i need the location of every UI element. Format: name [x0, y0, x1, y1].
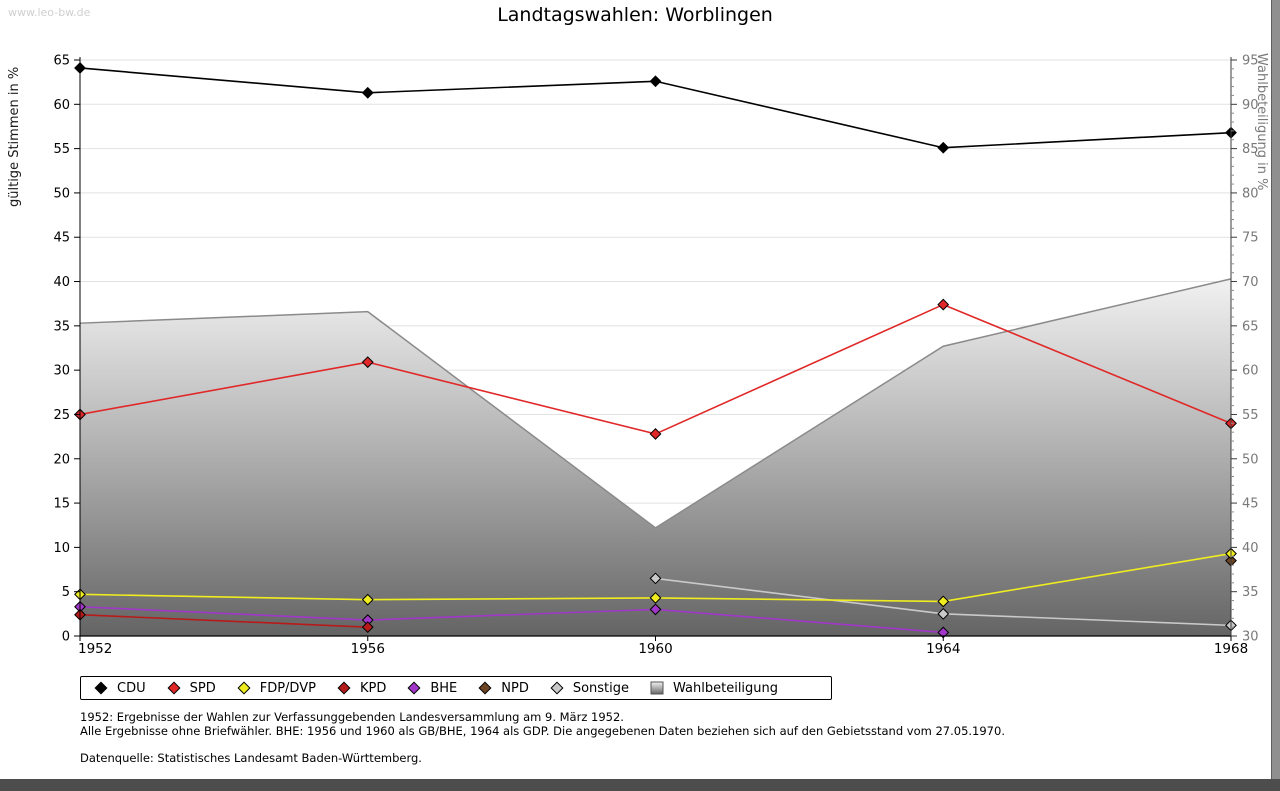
legend-label: FDP/DVP [259, 680, 316, 696]
diamond-marker-icon [237, 681, 251, 695]
area-swatch-icon [650, 681, 664, 695]
horizontal-scrollbar[interactable] [0, 779, 1280, 791]
legend-label: NPD [501, 680, 529, 696]
svg-text:35: 35 [1242, 585, 1259, 600]
svg-text:25: 25 [53, 408, 70, 423]
svg-text:60: 60 [1242, 364, 1259, 379]
legend-item-npd: NPD [478, 681, 529, 696]
svg-text:90: 90 [1242, 98, 1259, 113]
svg-text:75: 75 [1242, 231, 1259, 246]
svg-text:1960: 1960 [638, 641, 672, 657]
diamond-marker-icon [478, 681, 492, 695]
svg-text:30: 30 [1242, 630, 1259, 645]
chart-title: Landtagswahlen: Worblingen [497, 4, 773, 26]
diamond-marker-icon [337, 681, 351, 695]
svg-text:1956: 1956 [351, 641, 385, 657]
svg-text:10: 10 [53, 541, 70, 556]
footnotes: 1952: Ergebnisse der Wahlen zur Verfassu… [80, 710, 1005, 738]
vertical-scrollbar[interactable] [1271, 0, 1280, 791]
legend-label: Wahlbeteiligung [673, 680, 779, 696]
svg-text:1964: 1964 [926, 641, 960, 657]
legend-item-sonstige: Sonstige [550, 681, 629, 696]
svg-text:1952: 1952 [78, 641, 112, 657]
svg-text:70: 70 [1242, 275, 1259, 290]
svg-text:40: 40 [1242, 541, 1259, 556]
footnote-line-2: Alle Ergebnisse ohne Briefwähler. BHE: 1… [80, 723, 1005, 738]
svg-text:20: 20 [53, 452, 70, 467]
legend-item-cdu: CDU [94, 681, 146, 696]
svg-text:55: 55 [53, 142, 70, 157]
svg-text:50: 50 [1242, 452, 1259, 467]
legend-label: SPD [189, 680, 216, 696]
legend-item-fdp-dvp: FDP/DVP [237, 681, 316, 696]
svg-text:60: 60 [53, 98, 70, 113]
diamond-marker-icon [94, 681, 108, 695]
legend-item-wahlbeteiligung: Wahlbeteiligung [650, 681, 778, 696]
svg-text:15: 15 [53, 497, 70, 512]
legend: CDU SPD FDP/DVP KPD BHE NPD Sonstige Wahlbeteil… [80, 676, 832, 700]
svg-text:45: 45 [53, 231, 70, 246]
svg-text:80: 80 [1242, 186, 1259, 201]
svg-text:65: 65 [53, 54, 70, 69]
markers-cdu [74, 62, 1237, 154]
svg-text:95: 95 [1242, 54, 1259, 69]
legend-item-spd: SPD [167, 681, 216, 696]
legend-label: KPD [359, 680, 387, 696]
legend-item-kpd: KPD [337, 681, 386, 696]
legend-item-bhe: BHE [407, 681, 457, 696]
svg-text:40: 40 [53, 275, 70, 290]
legend-label: CDU [117, 680, 146, 696]
series-kpd [79, 613, 368, 628]
series-wahlbeteiligung [79, 278, 1232, 636]
svg-text:0: 0 [62, 630, 70, 645]
svg-text:65: 65 [1242, 319, 1259, 334]
svg-text:50: 50 [53, 186, 70, 201]
svg-text:85: 85 [1242, 142, 1259, 157]
footnote-line-1: 1952: Ergebnisse der Wahlen zur Verfassu… [80, 710, 624, 724]
svg-text:1968: 1968 [1214, 641, 1248, 657]
svg-text:30: 30 [53, 364, 70, 379]
watermark: www.leo-bw.de [8, 6, 91, 19]
diamond-marker-icon [167, 681, 181, 695]
svg-text:5: 5 [62, 585, 70, 600]
svg-text:45: 45 [1242, 497, 1259, 512]
diamond-marker-icon [407, 681, 421, 695]
legend-label: Sonstige [572, 680, 630, 696]
svg-text:35: 35 [53, 319, 70, 334]
legend-label: BHE [430, 680, 458, 696]
series-bhe [79, 605, 944, 634]
diamond-marker-icon [550, 681, 564, 695]
axes: 0 5 10 15 20 25 30 35 40 45 50 55 60 65 1952 1956 1960 19… [53, 54, 1258, 658]
data-source-note: Datenquelle: Statistisches Landesamt Bad… [80, 751, 422, 765]
svg-text:55: 55 [1242, 408, 1259, 423]
